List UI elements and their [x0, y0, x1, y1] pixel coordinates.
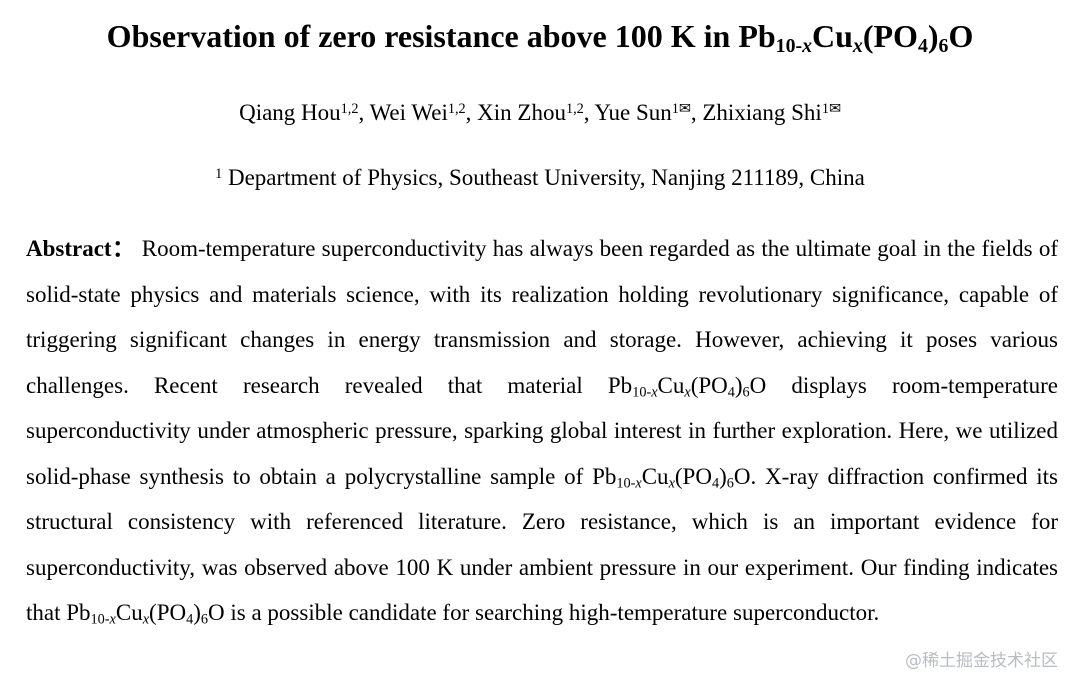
text-run: 10- — [775, 34, 803, 57]
text-run: (PO — [149, 600, 187, 625]
affiliation: 1 Department of Physics, Southeast Unive… — [0, 165, 1080, 191]
text-run: ) — [734, 372, 743, 398]
abstract: Abstract： Room-temperature superconducti… — [26, 226, 1058, 636]
text-run: Cu — [657, 372, 685, 398]
paper-title: Observation of zero resistance above 100… — [0, 18, 1080, 57]
text-run: 6 — [200, 611, 209, 628]
watermark: @稀土掘金技术社区 — [905, 651, 1058, 671]
text-run: 1,2 — [565, 100, 584, 117]
text-run: O displays room-temperature superconduct… — [26, 372, 1058, 489]
text-run: O. X-ray diffraction confirmed its struc… — [26, 463, 1058, 626]
text-run: 1,2 — [447, 100, 466, 117]
text-run: O is a possible candidate for searching … — [208, 600, 880, 625]
text-run: Cu — [641, 463, 669, 489]
text-run: , Wei Wei — [358, 100, 448, 125]
text-run: 10- — [90, 611, 110, 628]
text-run: x — [684, 384, 691, 401]
text-run: 4 — [186, 611, 194, 628]
text-run: 6 — [726, 475, 734, 492]
text-run: 4 — [711, 475, 720, 492]
text-run: x — [668, 475, 675, 492]
text-run: , Xin Zhou — [465, 100, 566, 125]
text-run: (PO — [862, 18, 918, 54]
text-run: Cu — [115, 600, 143, 625]
text-run: 6 — [742, 384, 750, 401]
text-run: 10- — [632, 384, 652, 401]
text-run: x — [651, 384, 658, 401]
text-run: 1✉ — [671, 100, 691, 117]
text-run: 4 — [727, 384, 735, 401]
text-run: O — [948, 18, 974, 54]
text-run: x — [802, 34, 813, 57]
text-run: Department of Physics, Southeast Univers… — [222, 165, 865, 190]
text-run: 1✉ — [821, 100, 841, 117]
text-run: 10- — [616, 475, 636, 492]
text-run: 1,2 — [340, 100, 359, 117]
text-run: , Yue Sun — [583, 100, 672, 125]
text-run: x — [852, 34, 863, 57]
text-run: (PO — [690, 372, 728, 398]
text-run: x — [635, 475, 642, 492]
text-run: Qiang Hou — [239, 100, 341, 125]
text-run: Abstract： — [26, 236, 136, 261]
text-run: Observation of zero resistance above 100… — [106, 18, 776, 54]
text-run: x — [109, 611, 116, 628]
text-run: , Zhixiang Shi — [690, 100, 822, 125]
text-run: Cu — [812, 18, 853, 54]
text-run: x — [142, 611, 150, 628]
text-run: ) — [193, 600, 201, 625]
text-run: 4 — [917, 34, 928, 57]
text-run: 1 — [215, 165, 223, 182]
text-run: Room-temperature superconductivity has a… — [26, 236, 1058, 398]
text-run: ) — [719, 463, 727, 489]
text-run: ) — [927, 18, 939, 54]
text-run: (PO — [674, 463, 712, 489]
text-run: 6 — [938, 34, 949, 57]
authors: Qiang Hou1,2, Wei Wei1,2, Xin Zhou1,2, Y… — [0, 100, 1080, 126]
